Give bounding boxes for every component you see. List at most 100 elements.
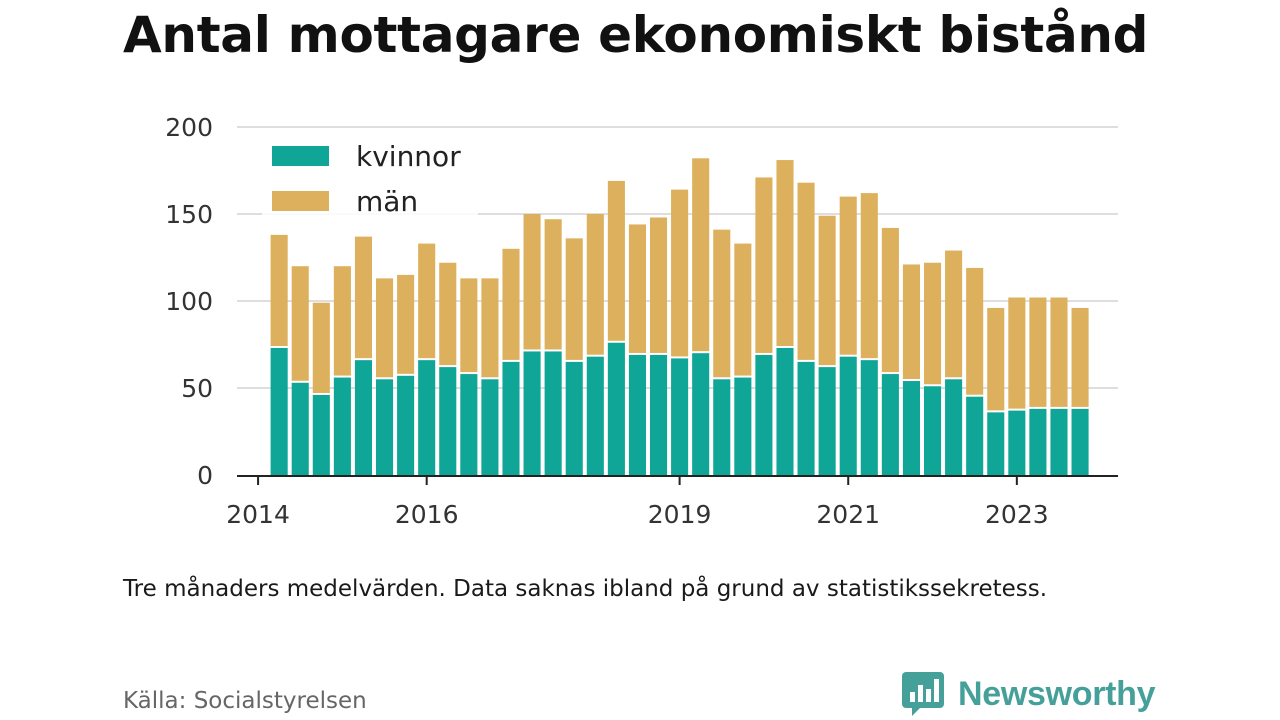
bar-kvinnor <box>586 356 604 475</box>
bar-man <box>1008 297 1026 409</box>
bar-kvinnor <box>1050 408 1068 475</box>
bar-kvinnor <box>397 375 415 475</box>
bar-man <box>966 267 984 395</box>
bar-kvinnor <box>860 360 878 475</box>
bar-man <box>902 264 920 380</box>
source-text: Källa: Socialstyrelsen <box>123 688 367 714</box>
legend-swatch <box>272 191 329 211</box>
bar-kvinnor <box>881 374 899 475</box>
bar-kvinnor <box>502 361 520 475</box>
bar-man <box>312 302 330 393</box>
bar-man <box>270 234 288 346</box>
bars <box>270 158 1089 475</box>
bar-man <box>818 215 836 366</box>
bar-man <box>418 243 436 359</box>
bar-man <box>713 229 731 378</box>
bar-man <box>586 214 604 355</box>
bar-kvinnor <box>481 379 499 475</box>
bar-kvinnor <box>312 394 330 475</box>
x-tick-label: 2019 <box>648 500 712 529</box>
bar-kvinnor <box>291 382 309 475</box>
bar-kvinnor <box>818 367 836 475</box>
legend-swatch <box>272 146 329 166</box>
x-tick-label: 2014 <box>226 500 290 529</box>
bar-man <box>523 214 541 350</box>
bar-kvinnor <box>270 347 288 475</box>
legend-label: män <box>356 185 418 218</box>
bar-kvinnor <box>523 351 541 475</box>
bar-kvinnor <box>776 347 794 475</box>
bar-man <box>797 182 815 360</box>
bar-man <box>649 217 668 353</box>
bar-kvinnor <box>755 354 773 475</box>
bar-kvinnor <box>1071 408 1089 475</box>
bar-kvinnor <box>333 377 351 475</box>
bar-kvinnor <box>628 354 646 475</box>
stacked-bar-chart: 0 50 100 150 200 2014 2016 2019 2021 2023 kvinno… <box>165 113 1118 529</box>
bar-man <box>881 227 899 373</box>
bar-man <box>565 238 583 360</box>
bar-kvinnor <box>439 367 457 475</box>
y-tick-label: 0 <box>197 461 213 490</box>
chart-title: Antal mottagare ekonomiskt bistånd <box>123 6 1149 64</box>
bar-kvinnor <box>945 379 963 475</box>
x-axis-labels: 2014 2016 2019 2021 2023 <box>226 477 1049 529</box>
bar-man <box>1050 297 1068 407</box>
bar-man <box>502 248 520 360</box>
bar-kvinnor <box>354 360 372 475</box>
bar-kvinnor <box>692 353 710 475</box>
bar-chart-bubble-icon <box>902 672 944 716</box>
bar-man <box>1071 307 1089 407</box>
bar-man <box>755 177 773 353</box>
bar-kvinnor <box>375 379 394 475</box>
bar-man <box>734 243 752 376</box>
brand-name: Newsworthy <box>958 674 1156 713</box>
y-tick-label: 150 <box>165 200 213 229</box>
bar-man <box>544 219 562 350</box>
bar-man <box>460 278 478 373</box>
bar-kvinnor <box>607 342 625 475</box>
bar-man <box>1029 297 1047 407</box>
bar-man <box>291 266 309 381</box>
chart-note: Tre månaders medelvärden. Data saknas ib… <box>123 576 1048 602</box>
bar-kvinnor <box>987 412 1005 475</box>
bar-kvinnor <box>460 374 478 475</box>
bar-man <box>481 278 499 378</box>
bar-man <box>333 266 351 376</box>
bar-man <box>439 262 457 366</box>
bar-kvinnor <box>797 361 815 475</box>
y-tick-label: 200 <box>165 113 213 142</box>
bar-man <box>923 262 942 385</box>
bar-man <box>945 250 963 378</box>
bar-man <box>397 274 415 374</box>
bar-kvinnor <box>418 360 436 475</box>
bar-kvinnor <box>734 377 752 475</box>
bar-kvinnor <box>1008 410 1026 475</box>
brand-logo: Newsworthy <box>902 672 1156 716</box>
bar-kvinnor <box>839 356 857 475</box>
bar-man <box>839 196 857 355</box>
bar-man <box>671 189 689 357</box>
bar-man <box>607 180 625 341</box>
legend: kvinnor män <box>262 137 478 218</box>
bar-kvinnor <box>565 361 583 475</box>
y-tick-label: 100 <box>165 287 213 316</box>
bar-man <box>987 307 1005 411</box>
bar-kvinnor <box>544 351 562 475</box>
bar-kvinnor <box>1029 408 1047 475</box>
bar-kvinnor <box>671 358 689 475</box>
bar-kvinnor <box>713 379 731 475</box>
y-tick-label: 50 <box>181 374 213 403</box>
x-tick-label: 2016 <box>395 500 459 529</box>
bar-man <box>628 224 646 353</box>
bar-man <box>375 278 394 378</box>
bar-kvinnor <box>923 386 942 475</box>
legend-label: kvinnor <box>356 140 461 173</box>
bar-man <box>860 193 878 359</box>
y-axis-labels: 0 50 100 150 200 <box>165 113 213 490</box>
bar-man <box>776 160 794 346</box>
bar-kvinnor <box>649 354 668 475</box>
bar-kvinnor <box>902 381 920 475</box>
bar-man <box>692 158 710 352</box>
bar-kvinnor <box>966 396 984 475</box>
